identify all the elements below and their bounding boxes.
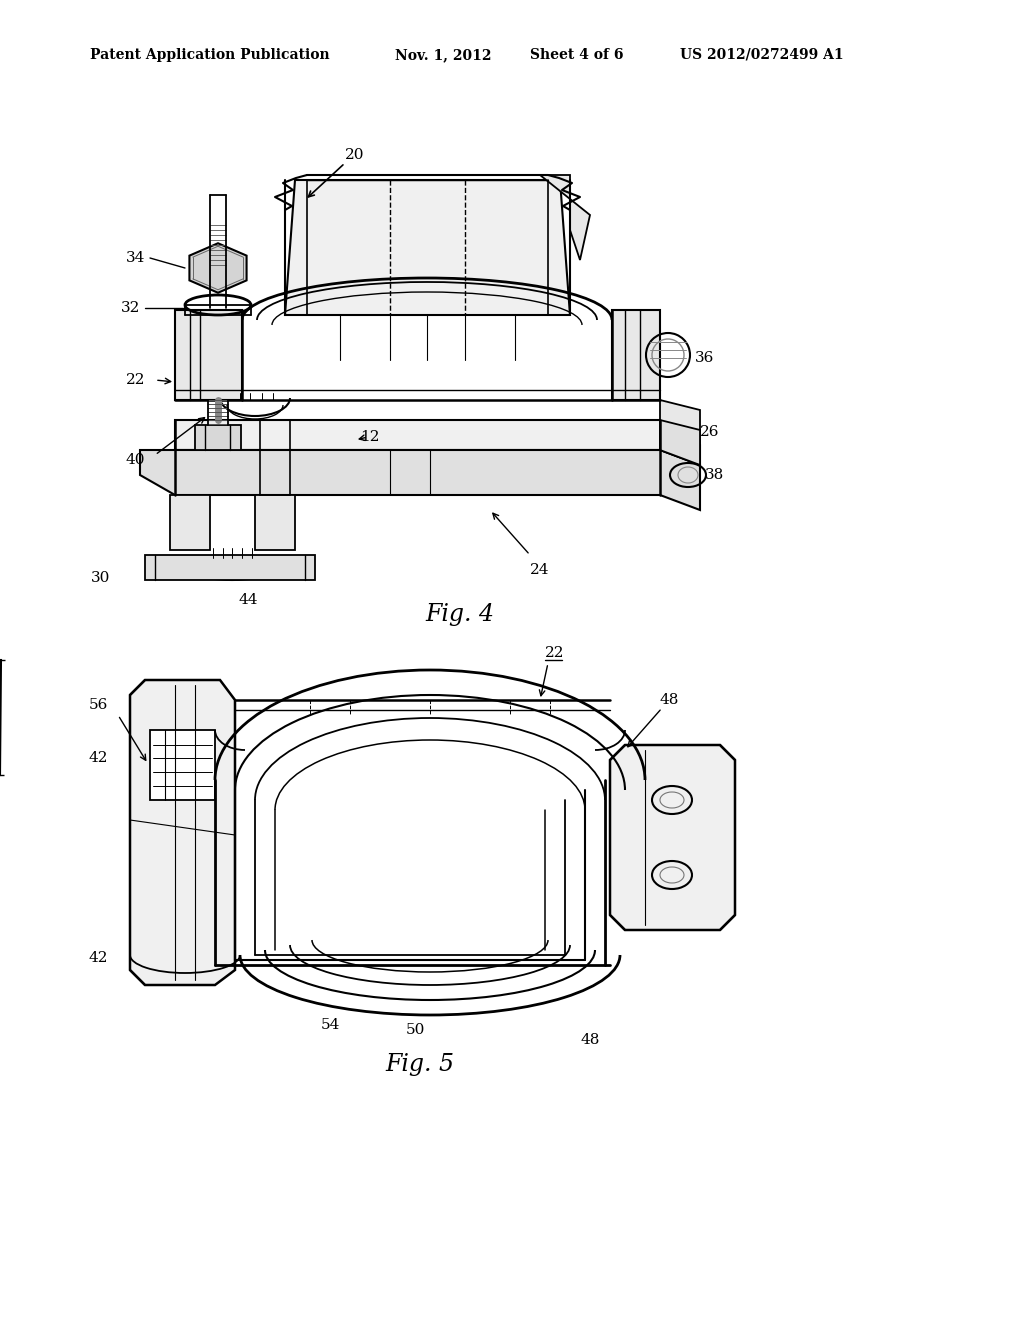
Text: 42: 42 <box>88 950 108 965</box>
Text: 56: 56 <box>89 698 108 711</box>
Polygon shape <box>150 730 215 800</box>
Text: 38: 38 <box>705 469 724 482</box>
Text: 26: 26 <box>700 425 720 440</box>
Polygon shape <box>175 310 242 400</box>
Text: 22: 22 <box>126 374 145 387</box>
Polygon shape <box>612 310 660 400</box>
Text: 40: 40 <box>126 453 145 467</box>
Text: 36: 36 <box>695 351 715 366</box>
Polygon shape <box>189 243 247 293</box>
Text: 48: 48 <box>660 693 679 708</box>
Text: US 2012/0272499 A1: US 2012/0272499 A1 <box>680 48 844 62</box>
Text: 22: 22 <box>545 645 564 660</box>
Text: 54: 54 <box>321 1018 340 1032</box>
Text: 50: 50 <box>406 1023 425 1038</box>
Polygon shape <box>195 425 241 450</box>
Polygon shape <box>145 554 315 579</box>
Text: 20: 20 <box>345 148 365 162</box>
Polygon shape <box>540 176 590 260</box>
Text: Nov. 1, 2012: Nov. 1, 2012 <box>395 48 492 62</box>
Polygon shape <box>170 495 210 550</box>
Text: 44: 44 <box>239 593 258 607</box>
Polygon shape <box>130 680 234 985</box>
Polygon shape <box>660 400 700 465</box>
Text: 32: 32 <box>121 301 140 315</box>
Text: Fig. 4: Fig. 4 <box>426 603 495 627</box>
Text: 30: 30 <box>91 572 110 585</box>
Polygon shape <box>255 495 295 550</box>
Text: 24: 24 <box>530 564 550 577</box>
Polygon shape <box>140 450 700 510</box>
Text: Sheet 4 of 6: Sheet 4 of 6 <box>530 48 624 62</box>
Text: 12: 12 <box>360 430 380 444</box>
Text: 48: 48 <box>581 1034 600 1047</box>
Text: Fig. 5: Fig. 5 <box>385 1053 455 1077</box>
Polygon shape <box>610 744 735 931</box>
Polygon shape <box>285 180 570 315</box>
Polygon shape <box>660 420 700 465</box>
Text: Patent Application Publication: Patent Application Publication <box>90 48 330 62</box>
Text: 34: 34 <box>126 251 145 265</box>
Text: 42: 42 <box>88 751 108 766</box>
Polygon shape <box>175 420 700 465</box>
